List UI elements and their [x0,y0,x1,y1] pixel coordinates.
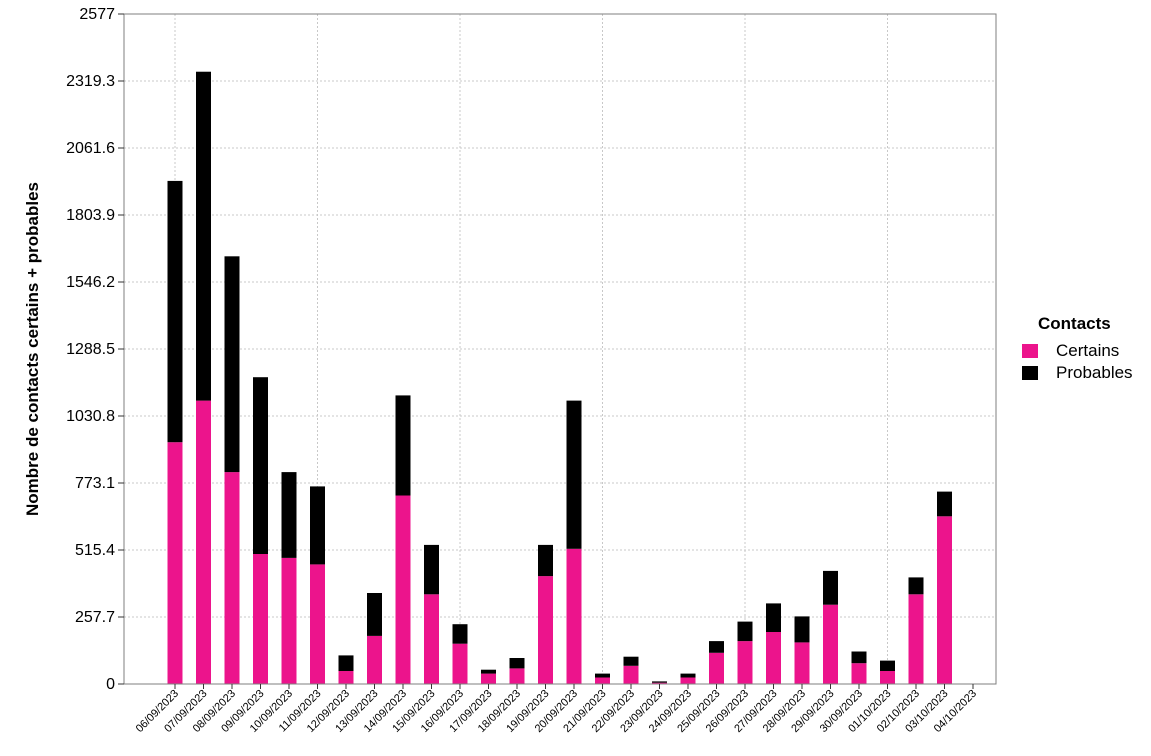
legend: Contacts Certains Probables [1022,314,1133,384]
legend-swatch-probables [1022,366,1038,380]
bar-probables [908,577,924,595]
bar-probables [595,673,610,678]
y-tick-label: 2061.6 [66,140,115,157]
bar-certains [167,442,183,684]
y-tick-label: 1030.8 [66,408,115,425]
bar-certains [424,594,439,684]
y-axis: 0 257.7 515.4 773.1 1030.8 1288.5 1546.2 1803.9… [66,6,124,693]
bar-probables [167,180,183,443]
y-tick-label: 2577 [79,6,115,23]
bar-probables [367,593,382,636]
bar-certains [937,516,952,684]
bar-certains [908,594,924,684]
bar-probables [737,621,753,642]
bar-probables [566,400,582,549]
bar-certains [196,400,211,684]
bar-certains [538,576,553,684]
y-tick-label: 257.7 [75,609,115,626]
bar-probables [680,673,696,678]
bars [167,71,952,684]
bar-probables [652,681,667,683]
bar-certains [623,665,639,684]
y-tick-label: 773.1 [75,475,115,492]
bar-certains [481,673,496,684]
bar-probables [623,656,639,666]
bar-probables [766,603,781,633]
bar-certains [452,643,468,684]
bar-certains [509,668,525,684]
bar-certains [823,604,838,684]
bar-probables [452,624,468,644]
bar-probables [310,486,325,565]
y-tick-label: 0 [106,676,115,693]
bar-certains [367,635,382,684]
legend-item-certains: Certains [1022,340,1133,362]
bar-probables [851,651,867,664]
x-axis: 06/09/202307/09/202308/09/202309/09/2023… [134,684,979,735]
bar-certains [253,554,268,684]
bar-certains [851,663,867,684]
bar-probables [281,472,297,558]
bar-probables [424,544,439,595]
bar-certains [338,671,354,684]
bar-probables [794,616,810,643]
y-tick-label: 2319.3 [66,73,115,90]
bar-certains [281,557,297,684]
bar-probables [481,669,496,674]
bar-certains [766,632,781,684]
bar-probables [196,71,211,401]
bar-probables [338,655,354,672]
legend-title: Contacts [1038,314,1111,333]
bar-probables [395,395,411,496]
bar-probables [709,641,724,653]
bar-probables [538,544,553,577]
bar-probables [823,570,838,605]
bar-certains [709,652,724,684]
bar-certains [680,677,696,684]
bar-probables [253,377,268,555]
bar-certains [310,564,325,684]
bar-certains [880,671,895,684]
bar-certains [652,682,667,684]
bar-probables [509,658,525,669]
bar-certains [395,495,411,684]
bar-probables [880,660,895,672]
y-tick-label: 1546.2 [66,274,115,291]
bar-certains [595,677,610,684]
y-axis-title: Nombre de contacts certains + probables [23,182,42,516]
y-tick-label: 515.4 [75,542,115,559]
legend-item-probables: Probables [1022,362,1133,384]
bar-certains [566,548,582,684]
legend-label-certains: Certains [1056,341,1120,360]
legend-swatch-certains [1022,344,1038,358]
bar-probables [937,491,952,517]
y-tick-label: 1288.5 [66,341,115,358]
bar-certains [737,641,753,684]
bar-probables [224,256,240,473]
y-tick-label: 1803.9 [66,207,115,224]
bar-certains [224,472,240,684]
bar-certains [794,642,810,684]
legend-label-probables: Probables [1056,363,1133,382]
